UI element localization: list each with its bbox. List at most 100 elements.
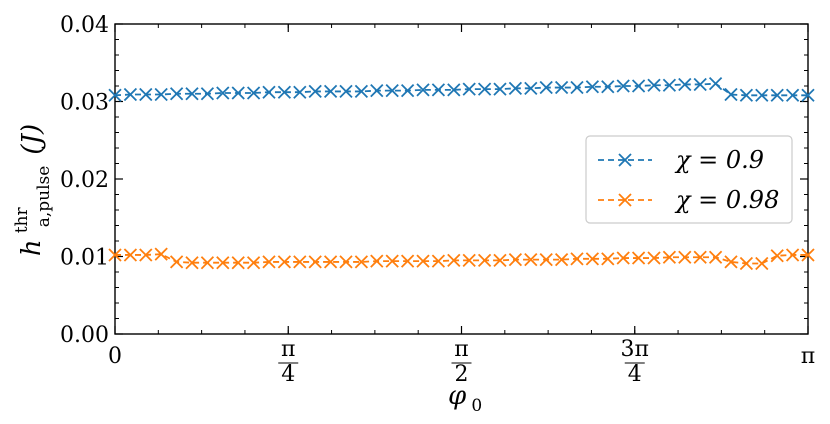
- y-label-unit: (J): [17, 124, 47, 155]
- data-point: [801, 248, 815, 262]
- data-point: [431, 254, 446, 268]
- series-layer: [108, 77, 815, 271]
- data-point: [385, 84, 399, 98]
- data-point: [631, 251, 646, 265]
- data-point: [246, 86, 261, 100]
- data-point: [785, 248, 800, 262]
- data-point: [539, 252, 553, 267]
- data-point: [139, 87, 153, 102]
- data-point: [647, 78, 661, 92]
- data-point: [539, 80, 553, 95]
- data-point: [770, 249, 784, 263]
- series-1: [108, 77, 815, 102]
- data-point: [524, 81, 538, 95]
- data-point: [308, 255, 322, 269]
- data-point: [493, 253, 507, 268]
- data-point: [801, 88, 815, 102]
- data-point: [139, 248, 153, 262]
- data-point: [554, 252, 569, 267]
- x-tick-label-numerator: π: [281, 337, 295, 362]
- data-point: [108, 88, 122, 102]
- x-tick-label-numerator: 3π: [621, 337, 649, 362]
- data-point: [724, 87, 738, 102]
- data-point: [447, 253, 461, 268]
- legend-marker: [618, 153, 632, 167]
- legend-entry-2: χ = 0.98: [598, 186, 779, 214]
- x-tick-label: 0: [108, 344, 122, 369]
- data-point: [169, 255, 184, 269]
- y-tick-label: 0.03: [60, 91, 109, 116]
- data-point: [693, 77, 707, 92]
- data-point: [246, 256, 261, 270]
- legend: χ = 0.9 χ = 0.98: [585, 135, 793, 224]
- data-point: [493, 82, 507, 96]
- data-point: [354, 84, 369, 99]
- data-point: [524, 252, 538, 267]
- data-point: [678, 77, 692, 92]
- data-point: [662, 250, 677, 264]
- series-line: [114, 82, 809, 97]
- data-point: [739, 88, 754, 102]
- data-point: [724, 255, 738, 269]
- data-point: [601, 252, 615, 266]
- y-tick-label: 0.04: [60, 13, 109, 38]
- data-point: [678, 250, 692, 264]
- data-point: [231, 256, 245, 270]
- x-tick-label-numerator: π: [454, 337, 468, 362]
- x-tick-label-denominator: 4: [281, 362, 295, 387]
- series-2: [108, 247, 815, 271]
- data-point: [770, 88, 784, 102]
- x-tick-label: π: [801, 344, 815, 369]
- data-point: [447, 83, 461, 97]
- data-point: [739, 256, 754, 271]
- data-point: [570, 80, 584, 95]
- y-label-base: h: [17, 239, 47, 256]
- data-point: [755, 256, 769, 271]
- x-tick-label-denominator: 4: [628, 362, 642, 387]
- legend-marker: [618, 193, 632, 207]
- data-point: [262, 85, 276, 99]
- data-point: [431, 83, 446, 97]
- data-point: [216, 256, 230, 270]
- data-point: [123, 248, 138, 262]
- data-point: [339, 84, 353, 99]
- data-point: [370, 84, 384, 98]
- data-point: [323, 84, 338, 99]
- data-point: [785, 88, 800, 102]
- data-point: [370, 254, 384, 268]
- y-tick-label: 0.00: [60, 323, 109, 348]
- data-point: [123, 87, 138, 102]
- data-point: [277, 255, 292, 269]
- y-label-sub: a,pulse: [34, 166, 54, 228]
- x-label-sub: 0: [471, 396, 482, 416]
- data-point: [693, 250, 707, 264]
- data-point: [400, 84, 415, 98]
- data-point: [647, 251, 661, 265]
- data-point: [601, 80, 615, 94]
- data-point: [755, 88, 769, 102]
- data-point: [339, 255, 353, 269]
- data-point: [108, 248, 122, 262]
- data-point: [616, 251, 630, 265]
- legend-box: [585, 135, 793, 224]
- data-point: [554, 80, 569, 95]
- x-tick-label-denominator: 2: [454, 362, 468, 387]
- y-label-sup: thr: [12, 207, 32, 234]
- data-point: [200, 256, 215, 270]
- y-axis-label: h thr a,pulse (J): [12, 124, 54, 256]
- data-point: [477, 253, 492, 268]
- data-point: [323, 255, 338, 269]
- data-point: [631, 79, 646, 93]
- data-point: [200, 87, 215, 101]
- data-point: [154, 247, 168, 261]
- data-point: [708, 77, 723, 91]
- data-point: [262, 255, 276, 269]
- data-point: [708, 250, 723, 264]
- data-point: [616, 79, 630, 93]
- svg-text:h thr a,pulse: h thr a,pulse (J): [12, 124, 54, 256]
- data-point: [293, 85, 307, 99]
- data-point: [308, 84, 322, 99]
- data-point: [462, 253, 476, 268]
- data-point: [385, 254, 399, 268]
